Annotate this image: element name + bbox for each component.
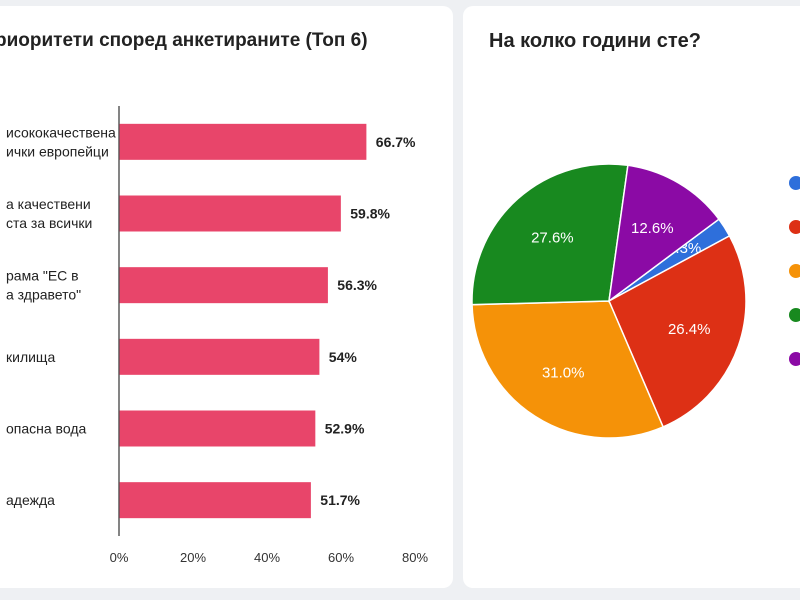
legend-swatch-1 — [789, 176, 800, 190]
bar-value-label-3: 56.3% — [337, 277, 377, 293]
bar-value-label-6: 51.7% — [320, 492, 360, 508]
bar-value-label-5: 52.9% — [325, 421, 365, 437]
category-label-2-2: ста за всички — [6, 215, 92, 231]
pie-slice-5 — [608, 164, 720, 303]
pie-slice-label-5: 12.6% — [631, 220, 674, 237]
pie-chart-panel: На колко години сте? 2.3% 26.4% 31.0% 27.6%… — [463, 6, 800, 588]
bar-chart-title: риоритети според анкетираните (Топ 6) — [0, 30, 368, 51]
x-tick-label-5: 80% — [402, 550, 428, 565]
bar-value-label-2: 59.8% — [350, 206, 390, 222]
legend-swatch-5 — [789, 352, 800, 366]
category-label-4-1: килища — [6, 349, 55, 365]
bar-value-label-4: 54% — [329, 349, 358, 365]
bar-2 — [119, 195, 341, 232]
x-tick-label-4: 60% — [328, 550, 354, 565]
legend-swatch-4 — [789, 308, 800, 322]
pie-slice-label-3: 31.0% — [542, 365, 585, 382]
bar-3 — [119, 267, 328, 304]
legend-swatch-2 — [789, 220, 800, 234]
bar-1 — [119, 123, 367, 160]
category-label-2-1: а качествени — [6, 196, 91, 212]
category-label-1-1: исококачествена — [6, 124, 116, 140]
x-tick-label-3: 40% — [254, 550, 280, 565]
pie-slice-label-4: 27.6% — [531, 230, 574, 247]
x-tick-label-2: 20% — [180, 550, 206, 565]
category-label-1-2: ички европейци — [6, 143, 109, 159]
pie-chart: 2.3%26.4%31.0%27.6%12.6% — [471, 163, 800, 439]
bar-chart-panel: риоритети според анкетираните (Топ 6) 66… — [0, 6, 453, 588]
bar-4 — [119, 338, 320, 375]
category-label-5-1: опасна вода — [6, 421, 86, 437]
bar-chart: 66.7% исококачествена ички европейци 59.8% а… — [6, 106, 428, 565]
bar-value-label-1: 66.7% — [376, 134, 416, 150]
pie-slice-4 — [471, 163, 629, 306]
bar-5 — [119, 410, 316, 447]
pie-slice-label-2: 26.4% — [668, 321, 711, 338]
x-tick-label-1: 0% — [110, 550, 129, 565]
bar-6 — [119, 482, 311, 519]
category-label-6-1: адежда — [6, 492, 55, 508]
category-label-3-2: а здравето" — [6, 287, 81, 303]
pie-slice-3 — [471, 300, 665, 439]
pie-chart-title: На колко години сте? — [489, 30, 702, 52]
category-label-3-1: рама "ЕС в — [6, 268, 79, 284]
legend-swatch-3 — [789, 264, 800, 278]
